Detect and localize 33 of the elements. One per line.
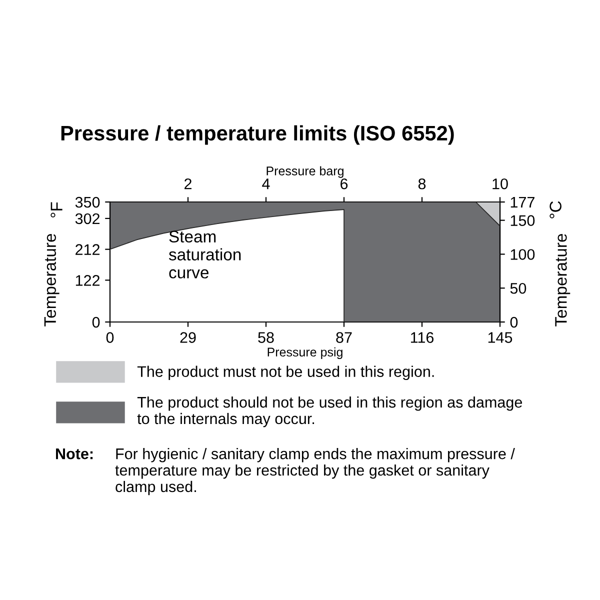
y-tick-label: 122 xyxy=(76,275,100,286)
chart-title: Pressure / temperature limits (ISO 6552) xyxy=(61,125,454,145)
y-tick-label: 212 xyxy=(76,244,100,255)
text: Note: xyxy=(56,448,93,460)
x2-tick-label: 2 xyxy=(184,178,192,190)
y-tick-label: 350 xyxy=(75,196,100,208)
x-tick-label: 29 xyxy=(180,332,196,343)
text: °C xyxy=(550,201,562,218)
text: °F xyxy=(50,202,62,218)
x-tick-label: 145 xyxy=(488,332,512,343)
x2-tick-label: 4 xyxy=(262,178,270,190)
x2-tick-label: 10 xyxy=(492,178,508,190)
y2-tick-label: 177 xyxy=(510,197,534,208)
y2-axis-title: Temperature xyxy=(555,234,570,326)
x2-tick-label: 6 xyxy=(340,178,348,190)
y2-tick-label: 50 xyxy=(510,282,526,294)
y-tick-label: 302 xyxy=(75,213,100,224)
x2-axis-title: Pressure barg xyxy=(266,166,344,178)
x2-tick-label: 8 xyxy=(418,178,426,190)
text: For hygienic / sanitary clamp ends the maximum pressure / temperature may be restricted by the gasket or sanitary clamp used. xyxy=(115,448,515,496)
legend-label: The product must not be used in this region. xyxy=(137,366,434,380)
y-tick-label: 0 xyxy=(92,316,100,328)
x-tick-label: 0 xyxy=(106,332,114,343)
x-tick-label: 116 xyxy=(410,332,434,343)
y-axis-title: Temperature xyxy=(44,234,60,326)
x-axis-title: Pressure psig xyxy=(268,347,342,360)
annotation: Steam saturation curve xyxy=(168,230,241,278)
legend-label: The product should not be used in this region as damage to the internals may occur. xyxy=(137,396,522,428)
y2-tick-label: 150 xyxy=(510,215,535,226)
x-tick-label: 58 xyxy=(258,332,274,343)
y2-tick-label: 0 xyxy=(510,316,518,328)
x-tick-label: 87 xyxy=(336,332,352,343)
y2-tick-label: 100 xyxy=(510,249,535,260)
